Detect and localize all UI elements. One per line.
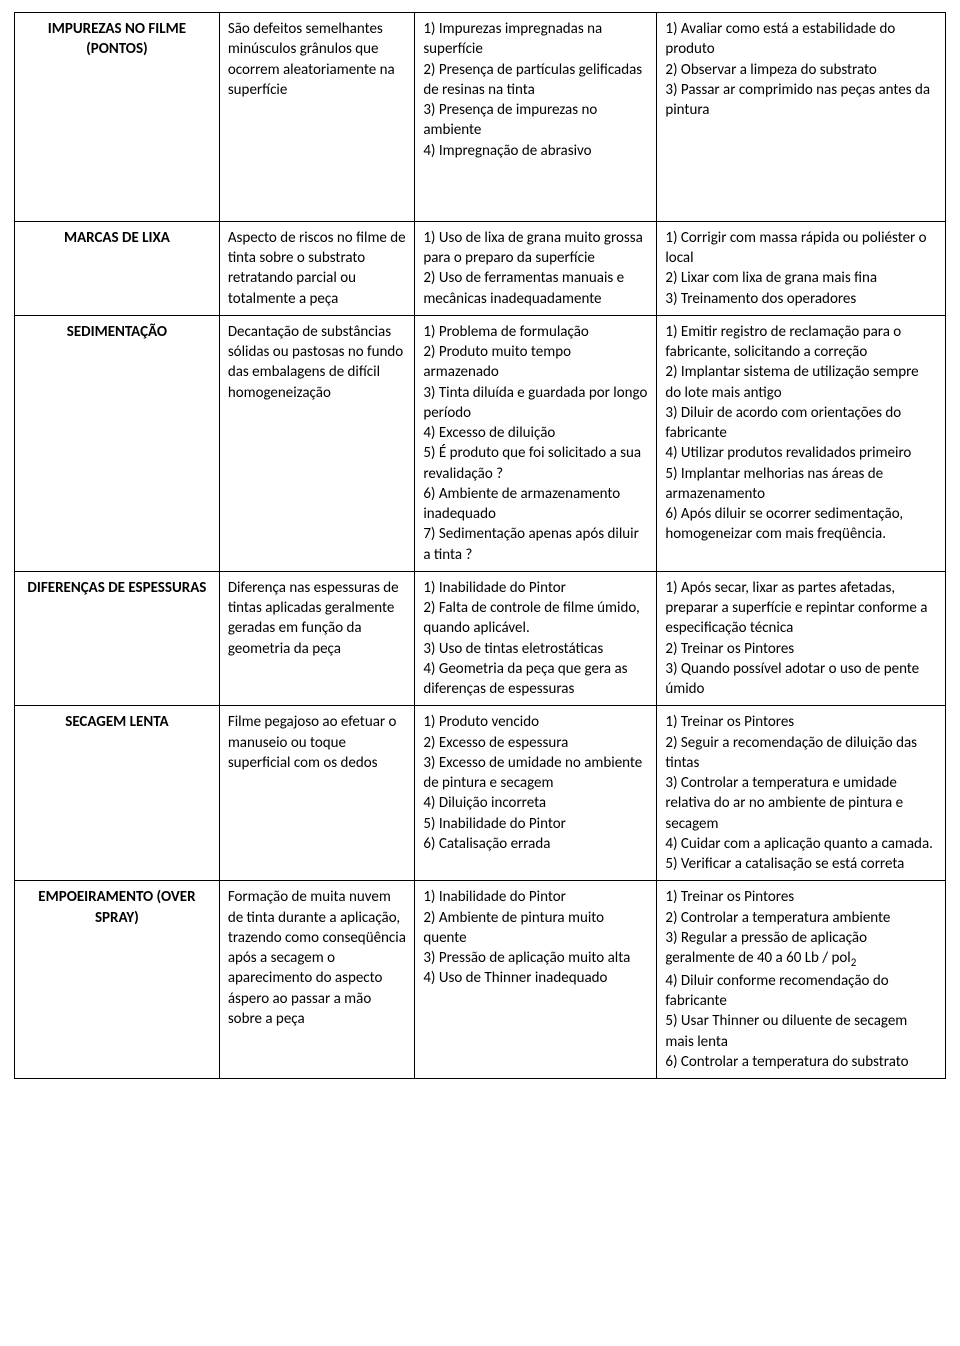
defect-causes: 1) Inabilidade do Pintor2) Ambiente de p… (415, 881, 657, 1079)
defect-fixes: 1) Treinar os Pintores2) Controlar a tem… (657, 881, 946, 1079)
table-row: MARCAS DE LIXAAspecto de riscos no filme… (15, 221, 946, 315)
defect-title: SEDIMENTAÇÃO (15, 315, 220, 571)
defect-causes: 1) Problema de formulação2) Produto muit… (415, 315, 657, 571)
table-row: IMPUREZAS NO FILME (PONTOS)São defeitos … (15, 13, 946, 222)
defect-title: EMPOEIRAMENTO (OVER SPRAY) (15, 881, 220, 1079)
defect-description: Diferença nas espessuras de tintas aplic… (219, 571, 415, 706)
defect-title: SECAGEM LENTA (15, 706, 220, 881)
defect-description: Formação de muita nuvem de tinta durante… (219, 881, 415, 1079)
defect-fixes: 1) Avaliar como está a estabilidade do p… (657, 13, 946, 222)
table-row: SECAGEM LENTAFilme pegajoso ao efetuar o… (15, 706, 946, 881)
defect-title: IMPUREZAS NO FILME (PONTOS) (15, 13, 220, 222)
defect-title: DIFERENÇAS DE ESPESSURAS (15, 571, 220, 706)
table-row: EMPOEIRAMENTO (OVER SPRAY)Formação de mu… (15, 881, 946, 1079)
table-row: SEDIMENTAÇÃODecantação de substâncias só… (15, 315, 946, 571)
defect-causes: 1) Inabilidade do Pintor2) Falta de cont… (415, 571, 657, 706)
defect-causes: 1) Impurezas impregnadas na superfície2)… (415, 13, 657, 222)
defect-fixes: 1) Emitir registro de reclamação para o … (657, 315, 946, 571)
defect-fixes: 1) Após secar, lixar as partes afetadas,… (657, 571, 946, 706)
defect-title: MARCAS DE LIXA (15, 221, 220, 315)
defect-description: Decantação de substâncias sólidas ou pas… (219, 315, 415, 571)
defect-causes: 1) Produto vencido2) Excesso de espessur… (415, 706, 657, 881)
defect-description: Aspecto de riscos no filme de tinta sobr… (219, 221, 415, 315)
defect-description: São defeitos semelhantes minúsculos grân… (219, 13, 415, 222)
defect-fixes: 1) Corrigir com massa rápida ou poliéste… (657, 221, 946, 315)
defect-description: Filme pegajoso ao efetuar o manuseio ou … (219, 706, 415, 881)
defects-tbody: IMPUREZAS NO FILME (PONTOS)São defeitos … (15, 13, 946, 1079)
table-row: DIFERENÇAS DE ESPESSURASDiferença nas es… (15, 571, 946, 706)
defect-fixes: 1) Treinar os Pintores2) Seguir a recome… (657, 706, 946, 881)
defects-table: IMPUREZAS NO FILME (PONTOS)São defeitos … (14, 12, 946, 1079)
defect-causes: 1) Uso de lixa de grana muito grossa par… (415, 221, 657, 315)
